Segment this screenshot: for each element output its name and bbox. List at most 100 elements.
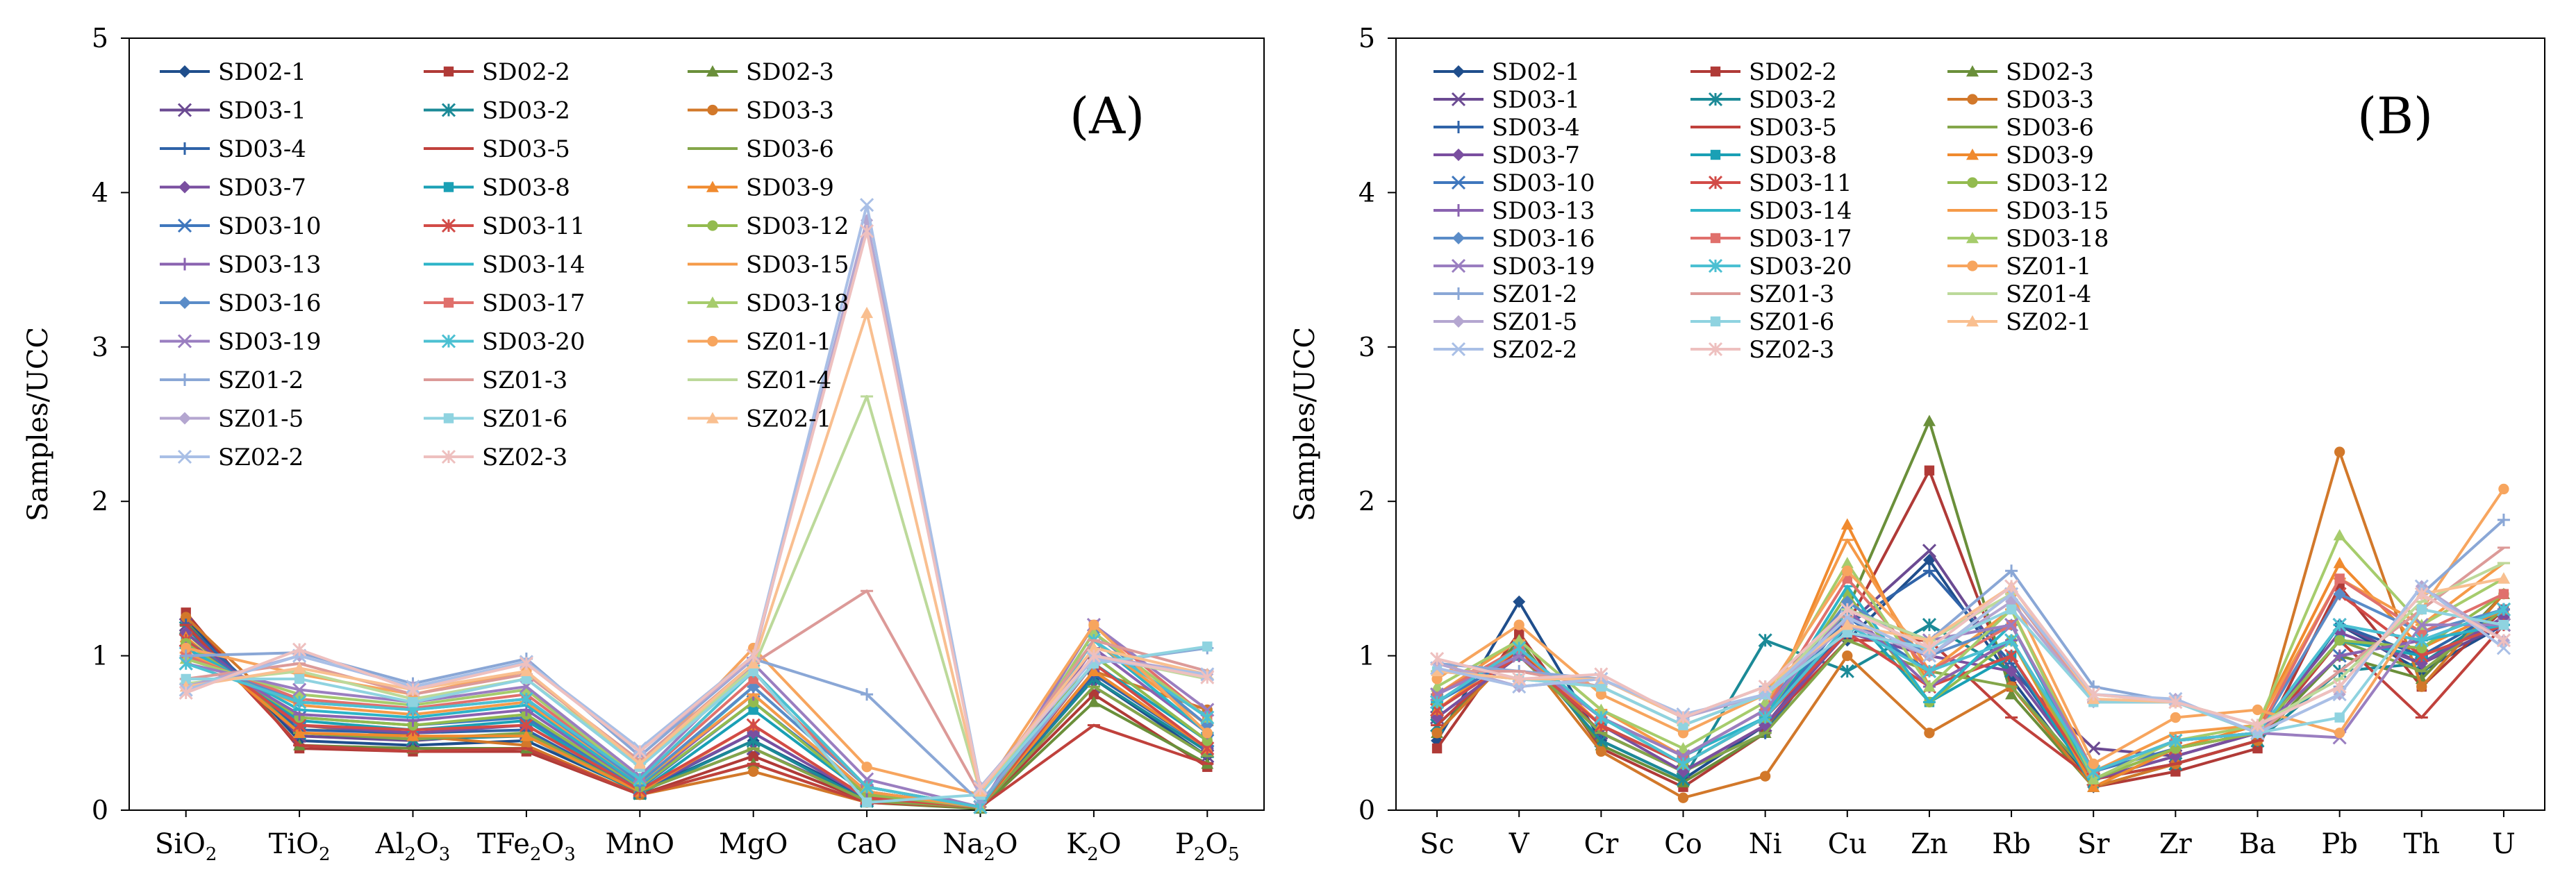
series-line-b-sd03-3	[1436, 451, 2505, 800]
point-b-sz01-6-u	[2498, 619, 2509, 630]
series-line-a-sd02-2	[185, 612, 1208, 809]
point-b-sd02-2-sc	[1431, 743, 1443, 754]
legend-label-a-sd03-13: SD03-13	[218, 251, 322, 279]
point-b-sz01-1-pb	[2334, 728, 2345, 739]
point-a-sd03-9-k2o	[1087, 664, 1100, 677]
legend-item-a-sd03-10: SD03-10	[160, 212, 322, 240]
legend-item-b-sz01-6: SZ01-6	[1690, 308, 1834, 336]
y-tick-label-b-4: 4	[1358, 177, 1375, 208]
point-a-sd03-18-k2o	[1087, 626, 1100, 638]
x-tick-label-b-ni: Ni	[1749, 828, 1782, 860]
point-b-sz01-2-u	[2497, 513, 2510, 526]
y-tick-label-b-0: 0	[1358, 795, 1375, 825]
point-a-sd03-3-mgo	[748, 766, 759, 778]
chart-panel-b: 0 1 2 3 4 5 Samples/UCC Sc V Cr Co Ni Cu Zn Rb Sr Zr Ba Pb…	[1289, 23, 2545, 860]
legend-label-b-sd03-2: SD03-2	[1749, 86, 1837, 114]
series-line-a-sz01-2	[185, 646, 1208, 804]
point-b-sz02-3-sc	[1430, 651, 1445, 666]
point-a-sd03-20-tfe2o3	[519, 691, 533, 706]
legend-item-b-sd03-8: SD03-8	[1690, 142, 1837, 169]
y-tick-label-b-1: 1	[1358, 641, 1375, 671]
legend-label-b-sd03-7: SD03-7	[1492, 142, 1580, 169]
point-b-sd03-20-rb	[2004, 633, 2019, 648]
legend-marker-a-sz01-1	[707, 335, 718, 347]
x-tick-label-b-v: V	[1509, 828, 1530, 860]
point-a-sz01-6-tio2	[294, 673, 305, 685]
x-tick-label-a-tfe2o3: TFe2O3	[477, 828, 576, 865]
legend-item-a-sz01-3: SZ01-3	[424, 367, 567, 394]
point-b-sz01-1-sr	[2088, 758, 2099, 769]
legend-marker-a-sz01-5	[178, 412, 191, 425]
legend-label-b-sd02-3: SD02-3	[2006, 58, 2094, 86]
point-b-sd03-3-sc	[1431, 728, 1443, 739]
point-a-sz02-1-tfe2o3	[520, 664, 533, 677]
legend-marker-b-sz02-1	[1966, 315, 1979, 327]
legend-item-b-sd03-11: SD03-11	[1690, 169, 1852, 197]
series-b-sd03-7	[1431, 611, 2510, 786]
legend-label-b-sd03-19: SD03-19	[1492, 253, 1595, 280]
x-tick-label-b-cu: Cu	[1828, 828, 1867, 860]
x-tick-label-b-pb: Pb	[2321, 828, 2358, 860]
legend-item-b-sd03-6: SD03-6	[1947, 114, 2094, 142]
legend-item-a-sd02-2: SD02-2	[424, 58, 570, 86]
point-a-sd03-8-mgo	[748, 705, 758, 715]
point-b-sd03-17-u	[2498, 589, 2509, 599]
point-b-sd03-11-rb	[2004, 648, 2019, 663]
point-b-sd03-18-cu	[1840, 557, 1854, 569]
legend-item-b-sd03-15: SD03-15	[1947, 197, 2109, 225]
point-b-sd03-18-pb	[2333, 529, 2346, 541]
legend-marker-a-sd02-3	[706, 65, 719, 77]
point-a-sz02-2-cao	[860, 198, 874, 212]
legend-label-a-sz02-2: SZ02-2	[218, 444, 304, 471]
legend-label-a-sd03-18: SD03-18	[746, 289, 849, 317]
x-tick-label-b-th: Th	[2404, 828, 2440, 860]
point-b-sd03-2-ni	[1758, 633, 1772, 648]
x-tick-label-a-tio2: TiO2	[269, 828, 331, 865]
point-a-sd03-9-tfe2o3	[520, 730, 533, 741]
legend-marker-a-sd03-10	[177, 218, 192, 233]
point-b-sd03-20-th	[2414, 633, 2429, 648]
point-a-sz02-3-p2o5	[1200, 670, 1215, 685]
point-b-sd03-12-th	[2416, 642, 2427, 654]
legend-label-b-sd03-5: SD03-5	[1749, 114, 1837, 142]
point-a-sd03-19-tio2	[292, 682, 307, 697]
point-a-sd03-11-tfe2o3	[519, 718, 533, 732]
point-b-sz02-3-th	[2414, 587, 2429, 601]
legend-item-a-sz01-5: SZ01-5	[160, 405, 304, 433]
point-b-sz01-6-cu	[1842, 628, 1852, 638]
plot-frame-b	[1395, 37, 2545, 811]
x-tick-label-a-sio2: SiO2	[155, 828, 217, 865]
x-tick-label-b-sc: Sc	[1420, 828, 1454, 860]
legend-item-a-sd03-9: SD03-9	[688, 174, 834, 202]
point-b-sd03-18-co	[1677, 742, 1690, 754]
point-a-sz01-6-p2o5	[1202, 641, 1213, 652]
point-a-sz01-6-al2o3	[408, 697, 418, 707]
point-a-sz01-1-p2o5	[1202, 728, 1213, 739]
legend-label-a-sz01-5: SZ01-5	[218, 405, 304, 433]
legend-label-a-sd02-2: SD02-2	[482, 58, 570, 86]
legend-label-b-sz01-3: SZ01-3	[1749, 280, 1834, 308]
series-line-a-sd03-5	[185, 623, 1208, 809]
point-b-sd03-3-zn	[1924, 728, 1935, 739]
point-a-sd03-20-tio2	[292, 695, 307, 710]
point-b-sd03-19-th	[2414, 618, 2429, 632]
point-b-sz02-3-ni	[1758, 680, 1772, 694]
legend-item-a-sd03-16: SD03-16	[160, 289, 322, 317]
legend-item-a-sd03-8: SD03-8	[424, 174, 570, 202]
legend-marker-a-sd03-8	[443, 182, 454, 192]
legend-label-a-sz02-1: SZ02-1	[746, 405, 831, 433]
legend-item-a-sd02-3: SD02-3	[688, 58, 834, 86]
legend-label-a-sd03-9: SD03-9	[746, 174, 834, 202]
legend-marker-b-sz01-1	[1967, 260, 1978, 271]
legend-a: SD02-1 SD02-2 SD02-3 SD03-1 SD03-2 SD03-3 SD03…	[160, 58, 849, 471]
legend-item-b-sz01-5: SZ01-5	[1434, 308, 1577, 336]
legend-marker-a-sd03-2	[441, 103, 456, 117]
point-a-sz02-3-cao	[860, 224, 874, 239]
legend-label-b-sz01-2: SZ01-2	[1492, 280, 1577, 308]
legend-marker-b-sd03-20	[1708, 258, 1723, 274]
legend-label-a-sd02-3: SD02-3	[746, 58, 834, 86]
legend-marker-b-sd03-12	[1967, 177, 1978, 188]
series-line-b-sz02-3	[1436, 585, 2504, 727]
legend-label-b-sd03-18: SD03-18	[2006, 225, 2109, 253]
legend-item-a-sd03-4: SD03-4	[160, 135, 306, 163]
